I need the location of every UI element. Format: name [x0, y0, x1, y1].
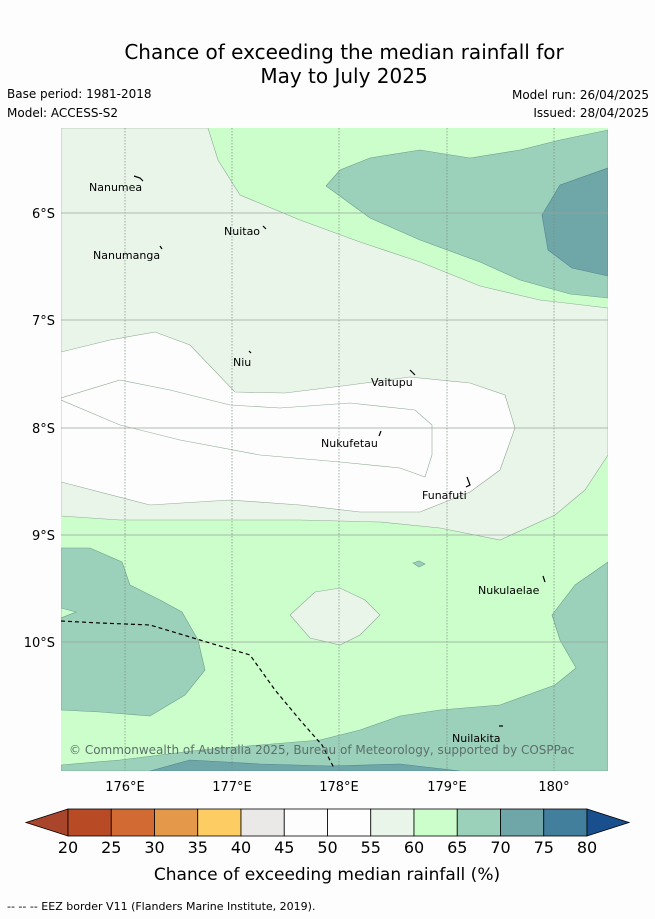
longitude-labels: 176°E 177°E 178°E 179°E 180°	[105, 780, 569, 795]
colorbar-segment	[67, 808, 112, 837]
band-65-70-spot	[412, 560, 426, 568]
band-65-70-northeast	[325, 129, 608, 299]
colorbar-tick-label: 60	[404, 838, 424, 857]
lat-label: 8°S	[32, 422, 55, 437]
place-label: Funafuti	[422, 489, 467, 502]
colorbar-tick-label: 45	[274, 838, 294, 857]
place-label: Nukufetau	[321, 437, 378, 450]
lat-label: 7°S	[32, 314, 55, 329]
band-70-75-northeast	[541, 167, 608, 277]
title-line-2: May to July 2025	[260, 64, 428, 88]
place-label: Nukulaelae	[478, 584, 540, 597]
colorbar-tick-label: 50	[317, 838, 337, 857]
colorbar-segment	[500, 808, 545, 837]
colorbar-tick-label: 80	[577, 838, 597, 857]
base-period: Base period: 1981-2018	[7, 87, 152, 101]
lat-label: 9°S	[32, 529, 55, 544]
title-line-1: Chance of exceeding the median rainfall …	[124, 40, 564, 64]
lat-label: 10°S	[24, 636, 55, 651]
colorbar-tick-label: 70	[490, 838, 510, 857]
lon-label: 179°E	[427, 780, 467, 795]
lon-label: 176°E	[105, 780, 145, 795]
graticule-lines	[124, 128, 555, 771]
eez-legend: -- -- -- EEZ border V11 (Flanders Marine…	[7, 900, 316, 913]
colorbar-segment	[413, 808, 458, 837]
contour-line-central	[61, 379, 433, 478]
colorbar-segment	[110, 808, 155, 837]
colorbar-tick-label: 25	[101, 838, 121, 857]
colorbar-segment	[456, 808, 501, 837]
colorbar-tick-label: 40	[231, 838, 251, 857]
latitude-labels: 6°S 7°S 8°S 9°S 10°S	[24, 207, 55, 651]
colorbar-tick-label: 20	[58, 838, 78, 857]
colorbar-segment	[240, 808, 285, 837]
map-title: Chance of exceeding the median rainfall …	[0, 40, 655, 88]
place-label: Nanumea	[89, 181, 142, 194]
colorbar: 20 25 30 35 40 45 50 55 60 65 70 75 80	[24, 808, 631, 857]
latitude-lines	[61, 212, 608, 643]
colorbar-segment	[370, 808, 415, 837]
colorbar-segment	[327, 808, 372, 837]
colorbar-segment	[197, 808, 242, 837]
model-run: Model run: 26/04/2025	[511, 88, 649, 102]
colorbar-label: Chance of exceeding median rainfall (%)	[154, 865, 500, 885]
band-50-55	[61, 331, 516, 513]
colorbar-extend-low	[24, 808, 69, 837]
issued-date: Issued: 28/04/2025	[533, 106, 649, 120]
forecast-map: Nanumea Nuitao Nanumanga Niu Vaitupu Nuk…	[61, 128, 608, 771]
band-65-70-southeast	[61, 561, 608, 771]
lon-label: 180°	[538, 780, 569, 795]
colorbar-segment	[543, 808, 588, 837]
band-65-70-southwest	[61, 547, 206, 717]
islands	[133, 175, 546, 727]
colorbar-segment	[283, 808, 328, 837]
band-60-65-notch	[61, 607, 77, 619]
eez-border	[61, 620, 335, 769]
colorbar-tick-label: 30	[144, 838, 164, 857]
colorbar-tick-label: 35	[188, 838, 208, 857]
colorbar-tick-label: 65	[447, 838, 467, 857]
colorbar-extend-high	[586, 808, 631, 837]
copyright-credit: © Commonwealth of Australia 2025, Bureau…	[69, 743, 574, 757]
place-label: Nuilakita	[452, 732, 501, 745]
lon-label: 178°E	[319, 780, 359, 795]
band-55-60-south	[289, 587, 381, 646]
lon-label: 177°E	[212, 780, 252, 795]
place-label: Nuitao	[224, 225, 260, 238]
colorbar-segment	[154, 808, 199, 837]
model-name: Model: ACCESS-S2	[7, 106, 119, 120]
place-label: Nanumanga	[93, 249, 160, 262]
colorbar-tick-label: 75	[534, 838, 554, 857]
place-label: Niu	[233, 356, 251, 369]
lat-label: 6°S	[32, 207, 55, 222]
place-label: Vaitupu	[371, 376, 413, 389]
colorbar-tick-label: 55	[361, 838, 381, 857]
band-70-75-south	[149, 759, 461, 771]
